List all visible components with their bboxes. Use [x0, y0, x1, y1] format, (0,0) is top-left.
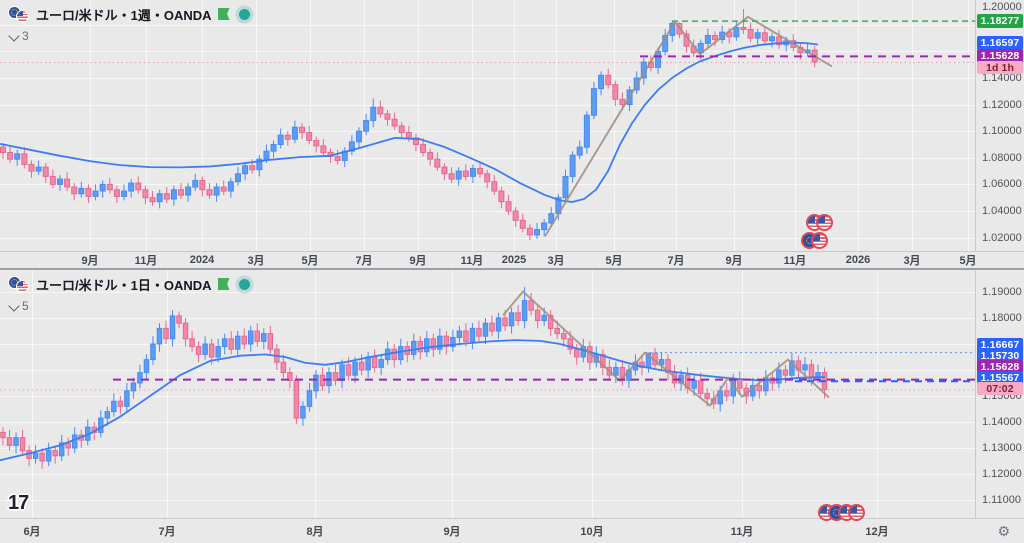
time-axis-label: 10月: [580, 526, 604, 538]
price-axis-tick: 1.13000: [982, 442, 1022, 454]
price-axis-weekly[interactable]: 1.20000 1.14000 1.12000 1.10000 1.08000 1.060…: [975, 0, 1024, 251]
time-axis-label: 9月: [725, 255, 743, 267]
price-axis-tick: 1.18000: [982, 312, 1022, 324]
time-axis-label: 9月: [443, 526, 461, 538]
price-level-label[interactable]: 1.15567: [977, 371, 1023, 385]
us-flag-icon: [848, 504, 865, 521]
price-axis-tick: 1.06000: [982, 178, 1022, 191]
price-level-label[interactable]: 1.15730: [977, 349, 1023, 363]
market-status-icon: [238, 278, 250, 290]
chart-pane-daily[interactable]: 1.19000 1.18000 1.15000 1.14000 1.13000 1.120…: [0, 270, 1024, 543]
time-axis-label: 5月: [605, 255, 623, 267]
price-axis-tick: 1.11000: [982, 494, 1021, 506]
price-chart-canvas-daily[interactable]: [0, 270, 975, 518]
time-axis-label: 3月: [247, 255, 265, 267]
price-axis-daily[interactable]: 1.19000 1.18000 1.15000 1.14000 1.13000 1.120…: [975, 270, 1024, 518]
price-level-label[interactable]: 1.15628: [977, 49, 1023, 63]
time-axis-label: 11月: [783, 255, 807, 267]
symbol-pair-flag-icon: [8, 275, 30, 293]
price-axis-tick: 1.20000: [982, 1, 1022, 13]
time-axis-label: 11月: [730, 526, 754, 538]
time-axis-label: 9月: [81, 255, 99, 267]
price-level-label[interactable]: 1.18277: [977, 14, 1023, 28]
symbol-pair-flag-icon: [8, 5, 30, 23]
flag-icon[interactable]: [217, 8, 230, 20]
time-axis-label: 11月: [134, 255, 158, 267]
tradingview-logo[interactable]: 17: [8, 492, 29, 514]
price-axis-tick: 1.04000: [982, 205, 1022, 217]
us-flag-icon: [816, 214, 833, 231]
market-status-icon: [238, 8, 250, 20]
bar-countdown-label[interactable]: 1d 1h: [977, 61, 1023, 74]
time-axis-weekly[interactable]: 9月 11月 2024 3月 5月 7月 9月 11月 2025 3月 5月 7月 9月 11月 2026 3…: [0, 251, 1024, 268]
price-chart-canvas-weekly[interactable]: [0, 0, 975, 251]
time-axis-label: 5月: [959, 255, 977, 267]
symbol-title[interactable]: ユーロ/米ドル・1日・OANDA: [36, 277, 212, 293]
time-axis-label: 3月: [903, 255, 921, 267]
economic-event-icons[interactable]: [818, 504, 865, 521]
chart-legend-daily: ユーロ/米ドル・1日・OANDA 5: [8, 275, 250, 315]
price-axis-tick: 1.02000: [982, 231, 1022, 244]
price-axis-tick: 1.14000: [982, 72, 1022, 84]
price-axis-tick: 1.14000: [982, 416, 1022, 428]
symbol-title[interactable]: ユーロ/米ドル・1週・OANDA: [36, 7, 212, 23]
price-axis-tick: 1.08000: [982, 151, 1022, 164]
time-axis-label: 2026: [845, 254, 871, 266]
pane-divider[interactable]: [0, 268, 1024, 270]
price-axis-tick: 1.10000: [982, 125, 1022, 138]
price-level-label[interactable]: 1.15628: [977, 360, 1023, 374]
flag-icon[interactable]: [217, 278, 230, 290]
price-level-label[interactable]: 1.16667: [977, 338, 1023, 352]
chevron-down-icon[interactable]: [8, 30, 20, 42]
time-axis-label: 11月: [460, 255, 484, 267]
time-axis-label: 7月: [158, 526, 176, 538]
price-axis-tick: 1.12000: [982, 98, 1022, 111]
time-axis-label: 6月: [23, 526, 41, 538]
time-axis-label: 8月: [306, 526, 324, 538]
us-flag-icon: [16, 279, 29, 293]
price-level-label[interactable]: 1.16597: [977, 36, 1023, 50]
time-axis-label: 9月: [409, 255, 427, 267]
us-flag-icon: [811, 232, 828, 249]
time-axis-label: 2024: [189, 254, 215, 266]
economic-event-icons[interactable]: [806, 214, 833, 231]
time-axis-label: 2025: [501, 254, 527, 266]
time-axis-label: 5月: [301, 255, 319, 267]
indicator-count[interactable]: 3: [22, 29, 29, 43]
chart-pane-weekly[interactable]: 1.20000 1.14000 1.12000 1.10000 1.08000 1.060…: [0, 0, 1024, 268]
time-axis-label: 12月: [865, 526, 889, 538]
price-axis-tick: 1.12000: [982, 468, 1022, 480]
economic-event-icons[interactable]: [801, 232, 828, 249]
time-axis-label: 7月: [355, 255, 373, 267]
time-axis-label: 3月: [547, 255, 565, 267]
bar-countdown-label[interactable]: 07:02: [977, 382, 1023, 395]
time-axis-label: 7月: [667, 255, 685, 267]
us-flag-icon: [16, 9, 29, 23]
indicator-count[interactable]: 5: [22, 299, 29, 313]
chart-legend-weekly: ユーロ/米ドル・1週・OANDA 3: [8, 5, 250, 45]
price-axis-tick: 1.19000: [982, 286, 1022, 298]
time-axis-daily[interactable]: ⚙ 6月 7月 8月 9月 10月 11月 12月: [0, 518, 1024, 543]
chevron-down-icon[interactable]: [8, 300, 20, 312]
gear-icon[interactable]: ⚙: [997, 523, 1010, 539]
